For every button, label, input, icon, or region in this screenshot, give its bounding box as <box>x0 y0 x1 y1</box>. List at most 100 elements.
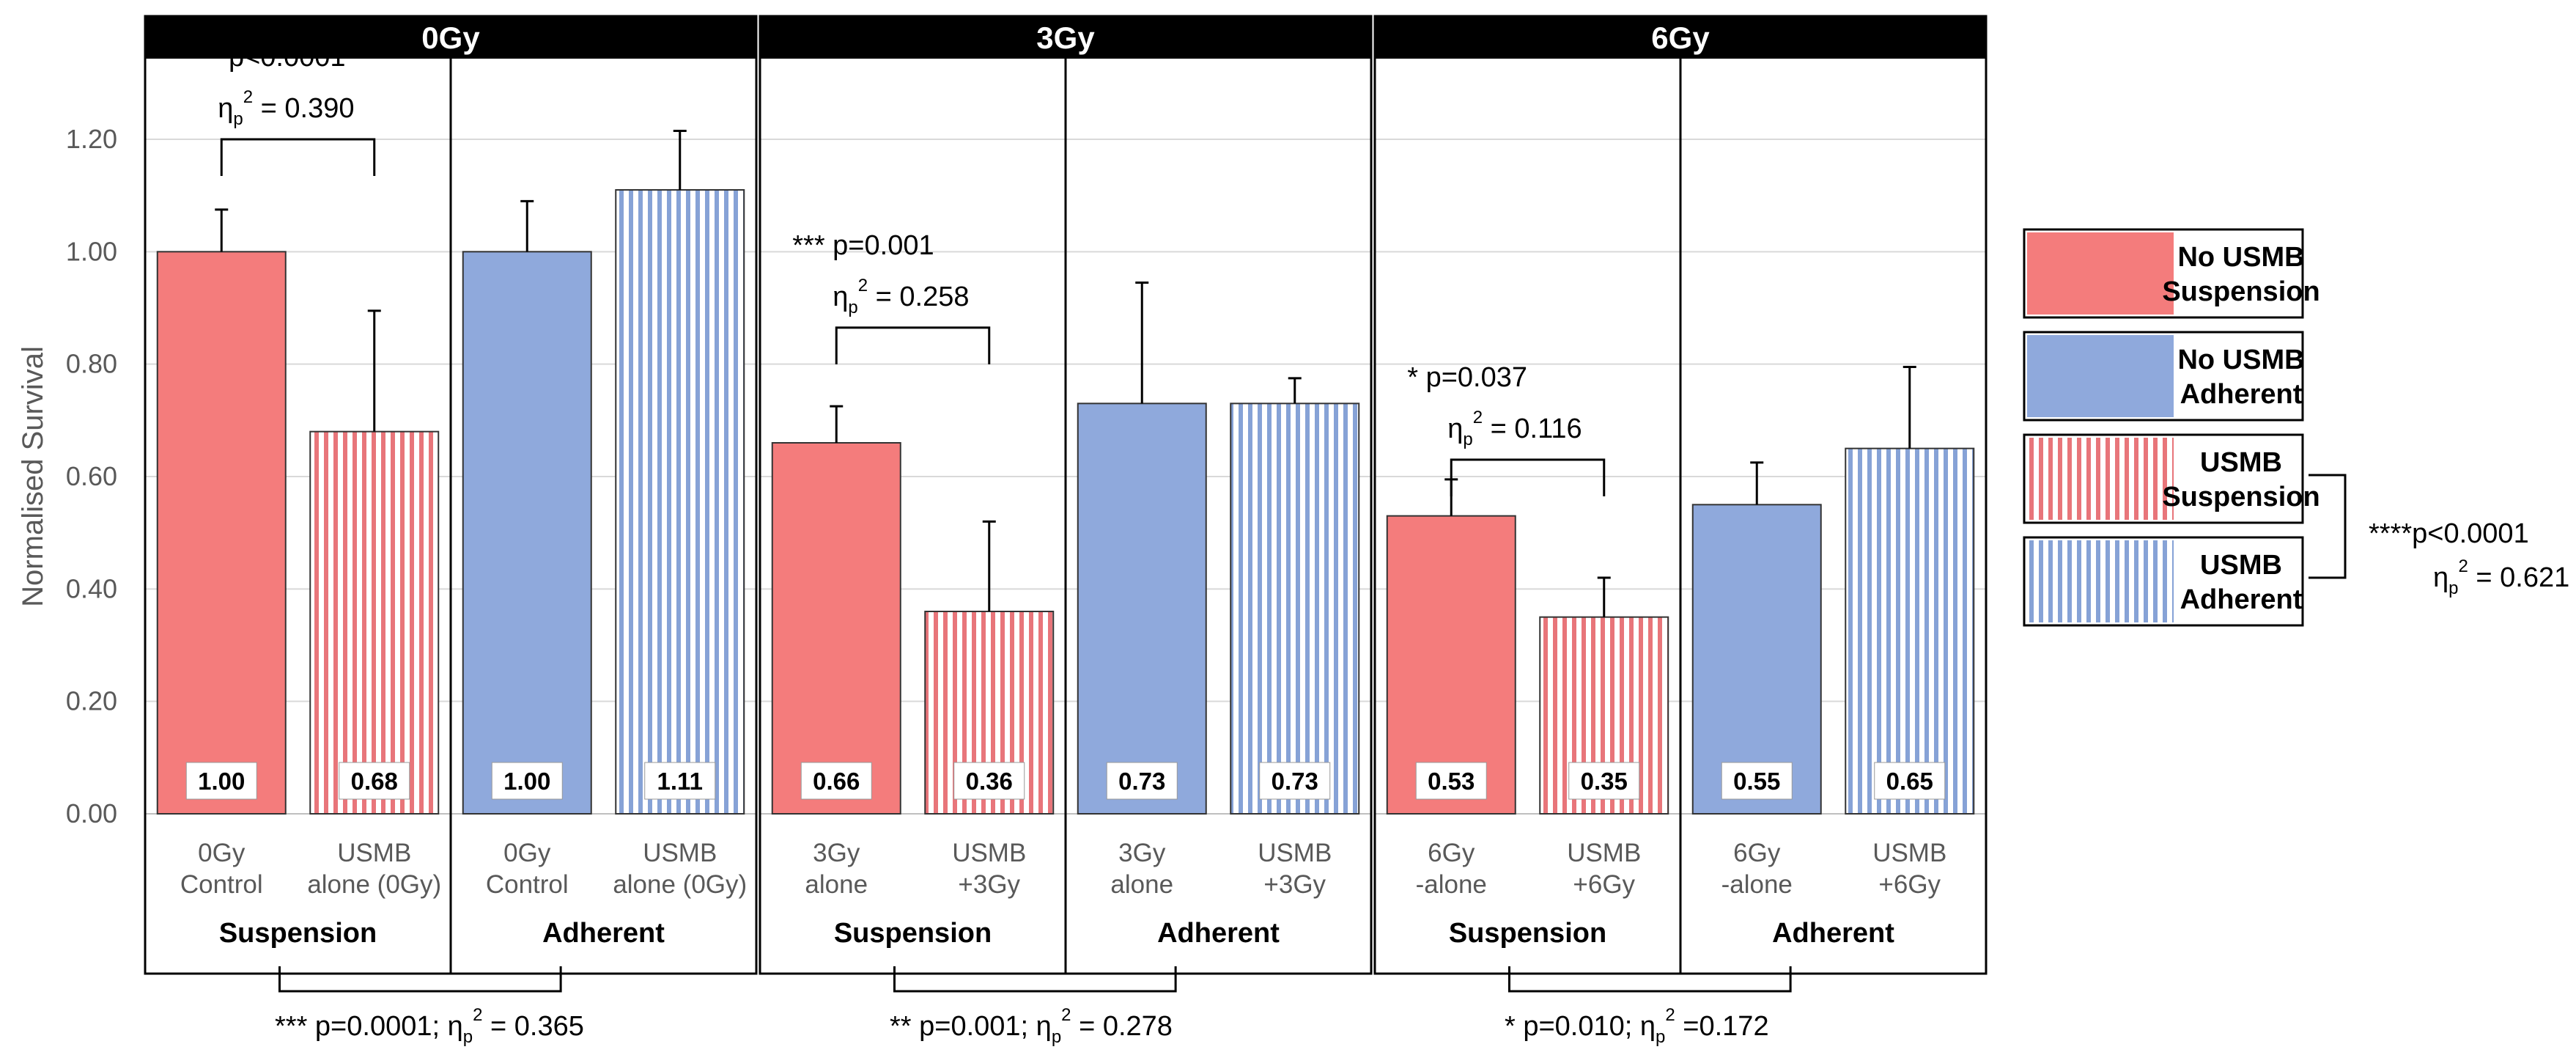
legend-swatch <box>2027 335 2174 417</box>
panel-title: 3Gy <box>1036 21 1095 55</box>
group-label: Suspension <box>219 918 377 949</box>
legend-item: No USMB Adherent <box>2023 331 2305 422</box>
category-label: 0Gy <box>198 839 246 867</box>
legend-swatch <box>2027 232 2174 315</box>
legend-label: Suspension <box>2162 276 2319 307</box>
category-label: -alone <box>1416 870 1487 899</box>
y-tick-label: 1.00 <box>66 236 117 266</box>
panel-3Gy: 3Gy 0.66 3Gy alone 0.36 USMB +3Gy 0.73 3Gy alone 0… <box>759 15 1373 993</box>
legend-item: USMB Suspension <box>2023 433 2320 524</box>
value-label: 0.73 <box>1118 768 1165 795</box>
value-label: 0.36 <box>966 768 1013 795</box>
category-label: +3Gy <box>1263 870 1326 899</box>
group-label: Suspension <box>1449 918 1606 949</box>
panel-0Gy: 0Gy 1.00 0Gy Control 0.68 USMB alone (0Gy) 1.00… <box>144 15 758 993</box>
value-label-box <box>1415 762 1487 800</box>
category-label: +6Gy <box>1878 870 1941 899</box>
category-label: 6Gy <box>1428 839 1475 867</box>
value-label-box <box>1259 762 1331 800</box>
significance-p-value: *** p=0.001 <box>792 230 934 261</box>
y-tick-label: 0.80 <box>66 349 117 379</box>
category-label: alone (0Gy) <box>613 870 747 899</box>
group-comparison-annotation: ** p=0.001; ηp2 = 0.278 <box>890 1005 1173 1047</box>
y-tick-label: 1.20 <box>66 124 117 154</box>
value-label-box <box>185 762 257 800</box>
panel-title-bar <box>1375 16 1986 59</box>
group-comparison-bracket <box>278 966 562 993</box>
significance-bracket <box>1450 458 1606 496</box>
value-label: 0.66 <box>813 768 860 795</box>
bar <box>1077 402 1207 815</box>
significance-bracket <box>220 138 376 176</box>
bar <box>615 189 745 815</box>
category-label: 0Gy <box>503 839 551 867</box>
group-label: Suspension <box>834 918 992 949</box>
group-comparison-annotation: * p=0.010; ηp2 =0.172 <box>1505 1005 1769 1047</box>
category-label: USMB <box>337 839 411 867</box>
group-label: Adherent <box>1157 918 1280 949</box>
value-label: 0.53 <box>1428 768 1475 795</box>
group-comparison-bracket <box>1507 966 1792 993</box>
category-label: alone <box>1110 870 1173 899</box>
y-axis-title: Normalised Survival <box>17 346 49 607</box>
y-tick-label: 0.40 <box>66 573 117 603</box>
bar <box>309 430 440 815</box>
legend-label: No USMB <box>2177 345 2304 375</box>
panel-title-bar <box>760 16 1371 59</box>
value-label-box <box>339 762 410 800</box>
value-label-box <box>800 762 872 800</box>
group-label: Adherent <box>542 918 665 949</box>
panel-title-bar <box>145 16 756 59</box>
value-label-box <box>491 762 563 800</box>
bar <box>771 442 901 815</box>
legend-bracket <box>2309 474 2347 579</box>
significance-p-value: * p=0.037 <box>1407 362 1527 393</box>
legend-label: Suspension <box>2162 482 2319 512</box>
y-tick-label: 0.20 <box>66 686 117 716</box>
value-label: 1.00 <box>503 768 550 795</box>
bar <box>1230 402 1360 815</box>
category-label: USMB <box>1258 839 1332 867</box>
category-label: +6Gy <box>1573 870 1635 899</box>
value-label-box <box>644 762 716 800</box>
category-label: -alone <box>1721 870 1793 899</box>
legend-label: Adherent <box>2180 379 2303 410</box>
bar <box>1845 447 1975 815</box>
legend-label: USMB <box>2200 447 2282 478</box>
category-label: alone <box>805 870 868 899</box>
group-label: Adherent <box>1772 918 1894 949</box>
category-label: USMB <box>1872 839 1946 867</box>
category-label: USMB <box>952 839 1026 867</box>
group-comparison-annotation: *** p=0.0001; ηp2 = 0.365 <box>275 1005 584 1047</box>
value-label-box <box>1106 762 1178 800</box>
value-label-box <box>1721 762 1793 800</box>
legend-label: No USMB <box>2177 242 2304 273</box>
y-tick-label: 0.00 <box>66 798 117 828</box>
bar <box>156 251 287 815</box>
bar <box>462 251 592 815</box>
category-label: USMB <box>643 839 717 867</box>
group-comparison-bracket <box>893 966 1177 993</box>
legend-significance-effect-size: ηp2 = 0.621 <box>2433 556 2569 598</box>
value-label-box <box>953 762 1025 800</box>
value-label: 1.11 <box>657 768 703 795</box>
legend-label: Adherent <box>2180 584 2303 615</box>
value-label-box <box>1568 762 1640 800</box>
legend-swatch <box>2027 438 2174 520</box>
category-label: Control <box>486 870 569 899</box>
value-label: 0.55 <box>1733 768 1780 795</box>
category-label: alone (0Gy) <box>307 870 441 899</box>
category-label: 3Gy <box>813 839 860 867</box>
category-label: 3Gy <box>1118 839 1166 867</box>
category-label: Control <box>180 870 263 899</box>
panel-title: 6Gy <box>1651 21 1710 55</box>
category-label: USMB <box>1567 839 1641 867</box>
value-label: 0.35 <box>1581 768 1628 795</box>
y-tick-label: 0.60 <box>66 461 117 491</box>
value-label: 0.65 <box>1886 768 1933 795</box>
significance-effect-size: ηp2 = 0.116 <box>1447 408 1582 449</box>
significance-bracket <box>835 326 991 364</box>
